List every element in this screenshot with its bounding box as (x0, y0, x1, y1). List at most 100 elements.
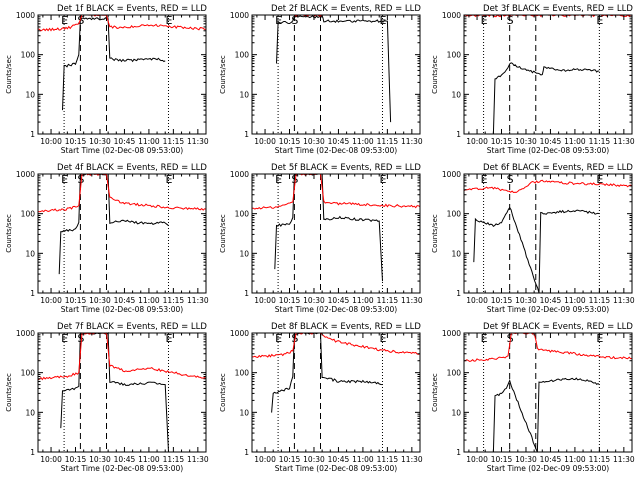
marker-label: S (291, 14, 298, 27)
marker-label: E (61, 332, 68, 345)
chart-title: Det 6f BLACK = Events, RED = LLD (483, 163, 633, 173)
marker-label: E (596, 14, 603, 27)
marker-label: E (275, 173, 282, 186)
x-tick-label: 10:00 (254, 296, 276, 305)
y-tick-label: 100 (235, 51, 250, 60)
x-tick-label: 10:00 (40, 137, 62, 146)
marker-label: E (596, 173, 603, 186)
x-axis-label: Start Time (02-Dec-08 09:53:00) (275, 464, 397, 473)
x-tick-label: 10:45 (114, 296, 136, 305)
lld-series-line (463, 179, 633, 194)
chart-title: Det 1f BLACK = Events, RED = LLD (57, 4, 207, 14)
plot-frame (251, 173, 421, 294)
plot-frame (463, 173, 633, 294)
x-tick-label: 11:15 (377, 137, 399, 146)
events-series-line (473, 206, 600, 294)
y-tick-label: 10 (239, 90, 249, 99)
marker-label: E (275, 14, 282, 27)
x-tick-label: 11:00 (352, 455, 374, 464)
x-tick-label: 10:30 (515, 137, 537, 146)
x-tick-label: 10:45 (540, 296, 562, 305)
y-axis-label: Counts/sec (5, 55, 13, 94)
x-tick-label: 10:30 (89, 455, 111, 464)
x-tick-label: 11:15 (163, 296, 185, 305)
marker-label: E (481, 173, 488, 186)
events-series-line (276, 14, 392, 123)
x-tick-label: 11:30 (187, 296, 209, 305)
x-tick-label: 10:15 (279, 137, 301, 146)
marker-label: E (165, 173, 172, 186)
x-tick-label: 10:30 (303, 296, 325, 305)
y-tick-label: 100 (447, 210, 462, 219)
chart-title: Det 7f BLACK = Events, RED = LLD (57, 322, 207, 332)
x-tick-label: 11:00 (352, 296, 374, 305)
marker-label: E (481, 332, 488, 345)
y-axis-label: Counts/sec (431, 214, 439, 253)
y-tick-label: 1000 (442, 329, 461, 338)
marker-label: E (61, 173, 68, 186)
y-tick-label: 10 (239, 249, 249, 258)
x-tick-label: 10:45 (114, 137, 136, 146)
marker-label: E (275, 332, 282, 345)
y-axis-label: Counts/sec (5, 214, 13, 253)
x-tick-label: 10:00 (466, 455, 488, 464)
y-tick-label: 100 (447, 369, 462, 378)
y-tick-label: 100 (21, 369, 36, 378)
x-tick-label: 11:30 (401, 296, 423, 305)
x-tick-label: 10:45 (114, 455, 136, 464)
x-axis-label: Start Time (02-Dec-08 09:53:00) (61, 146, 183, 155)
plot-frame (37, 14, 207, 135)
chart-title: Det 2f BLACK = Events, RED = LLD (271, 4, 421, 14)
y-axis-label: Counts/sec (219, 373, 227, 412)
x-tick-label: 10:45 (328, 296, 350, 305)
y-tick-label: 10 (25, 249, 35, 258)
y-tick-label: 1000 (230, 170, 249, 179)
marker-label: E (165, 332, 172, 345)
y-tick-label: 1000 (442, 11, 461, 20)
y-tick-label: 10 (451, 90, 461, 99)
x-tick-label: 10:45 (540, 455, 562, 464)
x-tick-label: 11:15 (589, 137, 611, 146)
x-tick-label: 11:00 (138, 137, 160, 146)
x-tick-label: 11:30 (613, 296, 635, 305)
x-tick-label: 10:00 (254, 455, 276, 464)
y-tick-label: 1000 (230, 11, 249, 20)
y-axis-label: Counts/sec (219, 55, 227, 94)
y-tick-label: 1 (456, 448, 461, 457)
y-axis-label: Counts/sec (219, 214, 227, 253)
marker-label: E (61, 14, 68, 27)
lld-series-line (37, 332, 207, 381)
plot-frame (37, 173, 207, 294)
x-tick-label: 11:00 (564, 455, 586, 464)
plot-frame (463, 14, 633, 135)
x-tick-label: 11:30 (613, 455, 635, 464)
events-series-line (271, 332, 383, 413)
y-tick-label: 1000 (16, 11, 35, 20)
chart-title: Det 3f BLACK = Events, RED = LLD (483, 4, 633, 14)
x-axis-label: Start Time (02-Dec-08 09:53:00) (275, 305, 397, 314)
x-tick-label: 10:45 (328, 455, 350, 464)
x-axis-label: Start Time (02-Dec-08 09:53:00) (61, 464, 183, 473)
x-tick-label: 11:15 (589, 296, 611, 305)
x-tick-label: 10:15 (491, 296, 513, 305)
y-tick-label: 1 (30, 448, 35, 457)
y-tick-label: 1000 (16, 170, 35, 179)
marker-label: E (596, 332, 603, 345)
marker-label: S (77, 173, 84, 186)
y-tick-label: 100 (21, 210, 36, 219)
plot-frame (251, 332, 421, 453)
lld-series-line (463, 332, 633, 363)
x-tick-label: 11:30 (187, 137, 209, 146)
x-tick-label: 10:30 (89, 137, 111, 146)
events-series-line (62, 16, 166, 111)
y-tick-label: 10 (451, 249, 461, 258)
plot-frame (251, 14, 421, 135)
